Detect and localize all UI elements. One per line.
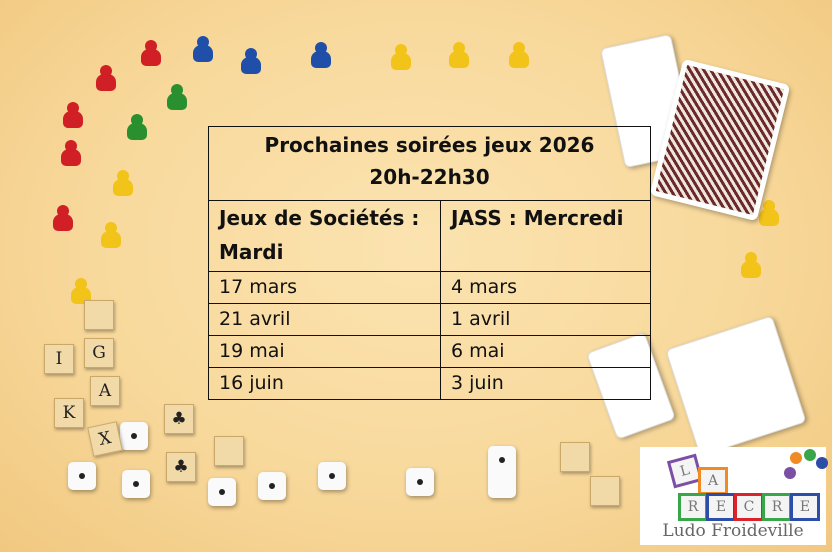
logo-block: A: [698, 467, 728, 495]
table-row: 19 mai 6 mai: [208, 335, 651, 368]
table-header-row: Jeux de Sociétés : Mardi JASS : Mercredi: [208, 200, 651, 272]
schedule-table: Prochaines soirées jeux 2026 20h-22h30 J…: [208, 126, 651, 400]
pawn-decoration: [100, 222, 122, 248]
pawn-decoration: [52, 205, 74, 231]
juggling-ball: [804, 449, 816, 461]
date-cell: 17 mars: [208, 271, 441, 304]
juggling-ball: [784, 467, 796, 479]
poster-time: 20h-22h30: [369, 165, 490, 189]
date-cell: 3 juin: [440, 367, 651, 400]
pawn-decoration: [140, 40, 162, 66]
letter-tile-k: K: [54, 398, 84, 428]
date-cell: 21 avril: [208, 303, 441, 336]
club-tile-decoration: ♣: [164, 404, 194, 434]
table-title-row: Prochaines soirées jeux 2026 20h-22h30: [208, 126, 651, 201]
letter-tile-a: A: [90, 376, 120, 406]
pawn-decoration: [448, 42, 470, 68]
wood-block-decoration: [214, 436, 244, 466]
date-cell: 16 juin: [208, 367, 441, 400]
pawn-decoration: [62, 102, 84, 128]
letter-tile-x: X: [87, 421, 123, 457]
pawn-decoration: [95, 65, 117, 91]
pawn-decoration: [60, 140, 82, 166]
pawn-decoration: [740, 252, 762, 278]
club-tile-decoration: ♣: [166, 452, 196, 482]
dice-decoration: [318, 462, 346, 490]
logo-block: R: [678, 493, 708, 521]
table-row: 21 avril 1 avril: [208, 303, 651, 336]
logo-block: R: [762, 493, 792, 521]
poster-title: Prochaines soirées jeux 2026: [264, 133, 595, 157]
table-title-cell: Prochaines soirées jeux 2026 20h-22h30: [208, 126, 651, 201]
pawn-decoration: [390, 44, 412, 70]
logo-block: E: [790, 493, 820, 521]
date-cell: 1 avril: [440, 303, 651, 336]
logo-name: Ludo Froideville: [662, 521, 804, 541]
pawn-decoration: [192, 36, 214, 62]
date-cell: 6 mai: [440, 335, 651, 368]
pawn-decoration: [112, 170, 134, 196]
logo-block: E: [706, 493, 736, 521]
date-cell: 4 mars: [440, 271, 651, 304]
juggling-ball: [816, 457, 828, 469]
dice-decoration: [122, 470, 150, 498]
wood-block-decoration: [560, 442, 590, 472]
pawn-decoration: [508, 42, 530, 68]
column-header-mardi: Jeux de Sociétés : Mardi: [208, 200, 441, 272]
wood-block-decoration: [84, 300, 114, 330]
column-header-mercredi: JASS : Mercredi: [440, 200, 651, 272]
pawn-decoration: [240, 48, 262, 74]
letter-tile-i: I: [44, 344, 74, 374]
dice-decoration: [258, 472, 286, 500]
juggling-ball: [790, 452, 802, 464]
dice-decoration: [208, 478, 236, 506]
table-row: 17 mars 4 mars: [208, 271, 651, 304]
domino-decoration: [488, 446, 516, 498]
date-cell: 19 mai: [208, 335, 441, 368]
la-recre-logo: L A R E C R E Ludo Froideville: [640, 447, 828, 545]
pawn-decoration: [166, 84, 188, 110]
table-row: 16 juin 3 juin: [208, 367, 651, 400]
logo-block: C: [734, 493, 764, 521]
pawn-decoration: [70, 278, 92, 304]
dice-decoration: [120, 422, 148, 450]
dice-decoration: [68, 462, 96, 490]
pawn-decoration: [310, 42, 332, 68]
playing-card-decoration: [665, 315, 807, 457]
pawn-decoration: [126, 114, 148, 140]
wood-block-decoration: [590, 476, 620, 506]
dice-decoration: [406, 468, 434, 496]
pawn-decoration: [758, 200, 780, 226]
letter-tile-g: G: [84, 338, 114, 368]
